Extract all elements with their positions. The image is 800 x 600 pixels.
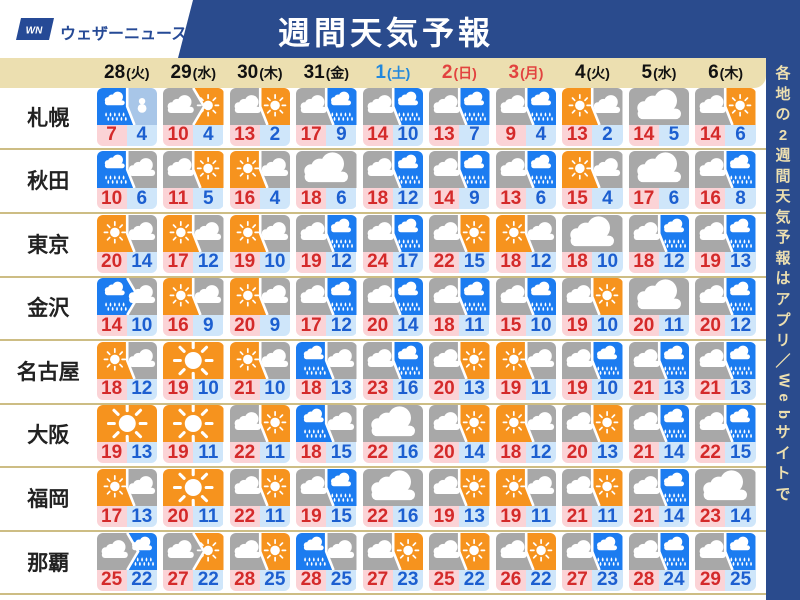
svg-text:WN: WN (26, 26, 43, 37)
